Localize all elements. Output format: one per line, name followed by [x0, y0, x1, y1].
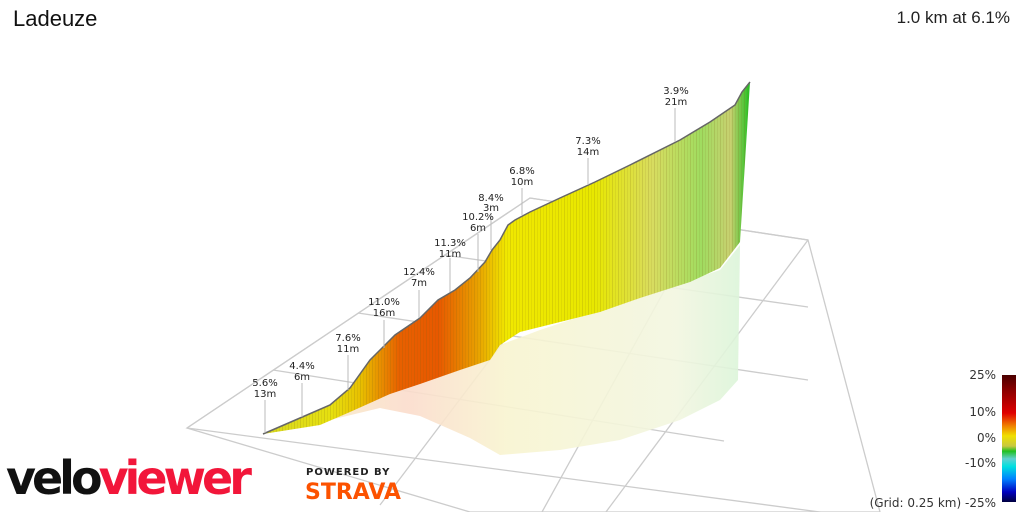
label-len: 10m — [511, 177, 533, 188]
label-len: 21m — [665, 97, 687, 108]
profile-shadow — [263, 245, 740, 455]
label-len: 6m — [470, 223, 486, 234]
label-len: 16m — [373, 308, 395, 319]
label-len: 3m — [483, 203, 499, 214]
label-len: 6m — [294, 372, 310, 383]
powered-by-label: POWERED BY — [306, 467, 391, 478]
veloviewer-logo: veloviewer — [6, 451, 252, 505]
label-len: 11m — [439, 249, 461, 260]
label-len: 14m — [577, 147, 599, 158]
strava-logo: STRAVA — [305, 480, 401, 505]
segment-summary: 1.0 km at 6.1% — [896, 8, 1010, 27]
logo-viewer-text: viewer — [98, 451, 252, 505]
gradient-color-scale — [1002, 375, 1016, 502]
label-pct: 11.3% — [434, 238, 466, 249]
label-pct: 7.3% — [575, 136, 600, 147]
profile-top-line — [262, 81, 751, 435]
label-len: 7m — [411, 278, 427, 289]
segment-labels: 5.6% 13m 4.4% 6m 7.6% 11m 11.0% 16m 12.4… — [252, 86, 688, 400]
label-len: 11m — [337, 344, 359, 355]
legend-tick-25: 25% — [969, 368, 996, 382]
label-pct: 12.4% — [403, 267, 435, 278]
label-pct: 5.6% — [252, 378, 277, 389]
label-pct: 10.2% — [462, 212, 494, 223]
legend-tick-10: 10% — [969, 405, 996, 419]
segment-title: Ladeuze — [13, 6, 98, 31]
legend-grid-note: (Grid: 0.25 km) -25% — [869, 496, 996, 510]
label-pct: 8.4% — [478, 193, 503, 204]
label-pct: 7.6% — [335, 333, 360, 344]
legend-tick-0: 0% — [976, 431, 996, 445]
legend-tick-minus10: -10% — [964, 456, 996, 470]
label-pct: 6.8% — [509, 166, 534, 177]
logo-velo-text: velo — [6, 451, 103, 505]
label-len: 13m — [254, 389, 276, 400]
label-pct: 3.9% — [663, 86, 688, 97]
label-leaders — [264, 108, 676, 433]
label-pct: 11.0% — [368, 297, 400, 308]
label-pct: 4.4% — [289, 361, 314, 372]
